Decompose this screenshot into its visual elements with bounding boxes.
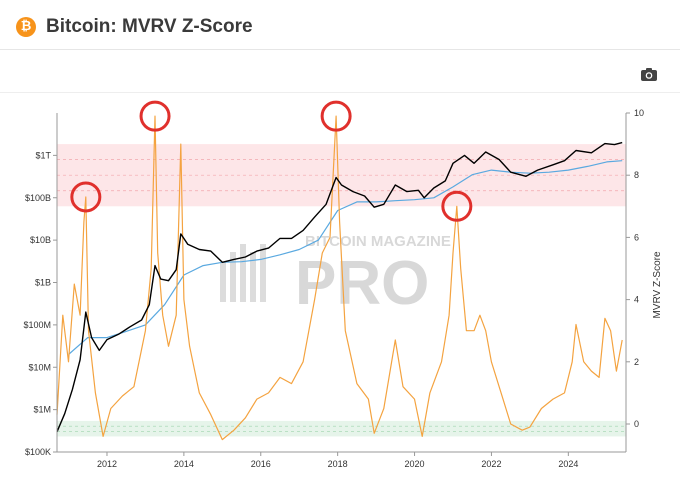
camera-icon[interactable] — [640, 67, 658, 82]
peak-highlight-circle — [139, 100, 171, 132]
watermark-bar-4 — [250, 252, 256, 302]
toolbar-divider — [0, 92, 680, 93]
left-tick-label: $1B — [35, 278, 51, 288]
watermark-bar-2 — [230, 252, 236, 302]
page-title: Bitcoin: MVRV Z-Score — [46, 16, 253, 37]
right-tick-label: 2 — [634, 357, 639, 367]
zscore-line — [56, 115, 623, 441]
x-tick-label: 2014 — [174, 459, 194, 469]
left-tick-label: $100B — [25, 193, 51, 203]
highlights-layer — [70, 100, 473, 222]
peak-highlight-circle — [70, 181, 102, 213]
left-tick-label: $10M — [28, 362, 51, 372]
x-tick-label: 2016 — [251, 459, 271, 469]
green-zone — [57, 420, 626, 437]
x-tick-label: 2012 — [97, 459, 117, 469]
watermark: BITCOIN MAGAZINE PRO — [220, 233, 451, 318]
axes-layer: $100K $1M $10M $100M $1B $10B $100B $1T 0 2 4 6 8 10 2… — [23, 108, 644, 469]
watermark-bar-3 — [240, 244, 246, 302]
right-axis-label: MVRV Z-Score — [652, 251, 663, 318]
series-layer — [56, 115, 623, 441]
peak-highlight-circle — [320, 100, 352, 132]
left-tick-label: $1T — [35, 150, 51, 160]
left-tick-label: $1M — [33, 405, 51, 415]
left-tick-label: $100M — [23, 320, 51, 330]
x-tick-label: 2020 — [405, 459, 425, 469]
right-tick-label: 10 — [634, 108, 644, 118]
chart-header: ₿ Bitcoin: MVRV Z-Score — [0, 0, 680, 50]
watermark-bar-5 — [260, 244, 266, 302]
right-tick-label: 6 — [634, 232, 639, 242]
left-tick-label: $10B — [30, 235, 51, 245]
watermark-line2: PRO — [295, 249, 429, 318]
bitcoin-logo-icon: ₿ — [16, 17, 36, 37]
watermark-bar-1 — [220, 262, 226, 302]
market-cap-line — [56, 141, 623, 433]
right-tick-label: 0 — [634, 419, 639, 429]
zones-layer — [57, 144, 626, 437]
peak-highlight-circle — [441, 190, 473, 222]
x-tick-label: 2024 — [558, 459, 578, 469]
right-tick-label: 4 — [634, 295, 639, 305]
left-tick-label: $100K — [25, 447, 51, 457]
watermark-line1: BITCOIN MAGAZINE — [305, 233, 451, 250]
x-tick-label: 2018 — [328, 459, 348, 469]
right-tick-label: 8 — [634, 170, 639, 180]
x-tick-label: 2022 — [481, 459, 501, 469]
